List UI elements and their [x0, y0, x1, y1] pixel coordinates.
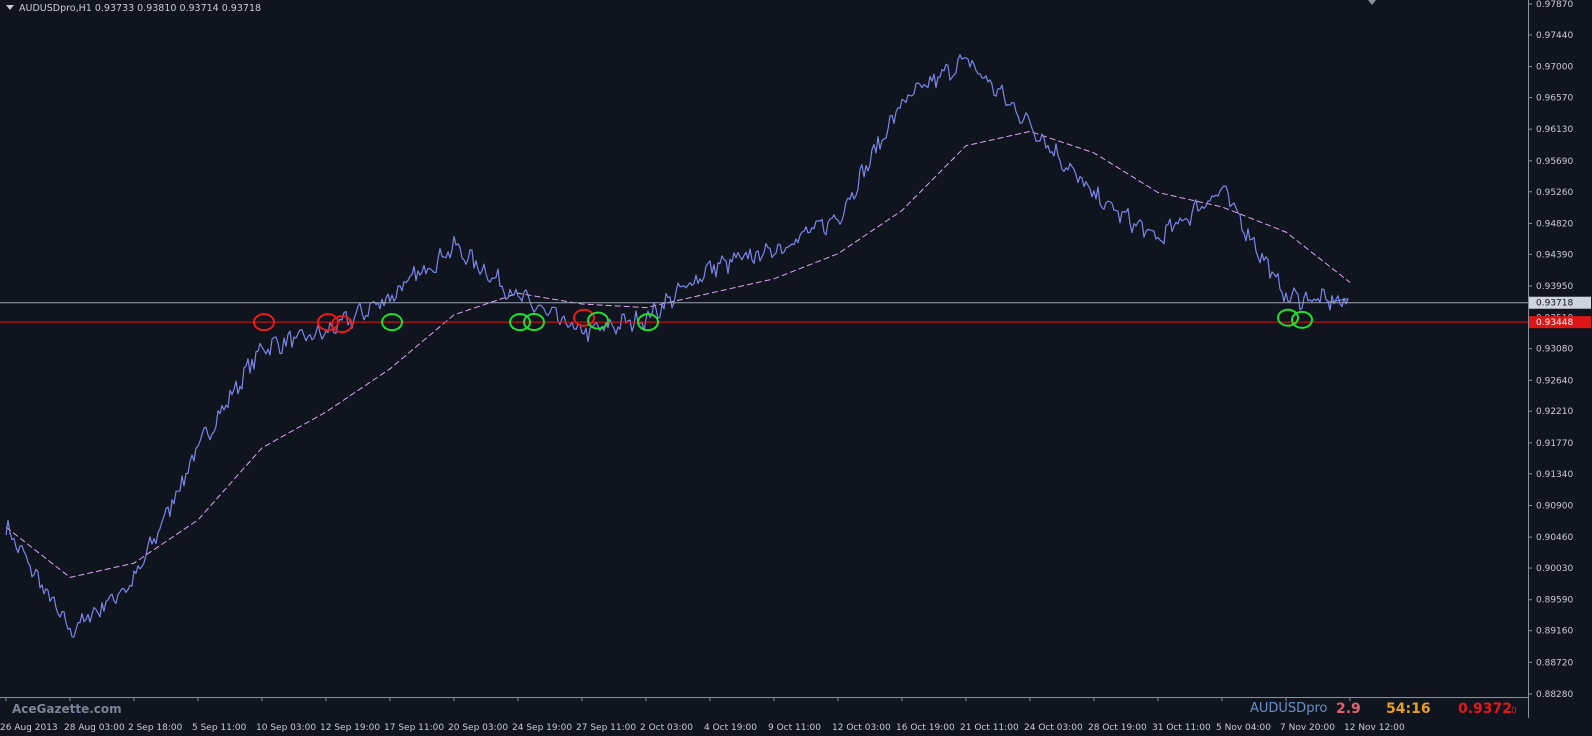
price-tick-label: 0.96130 — [1536, 125, 1573, 135]
shift-marker-icon[interactable] — [1368, 0, 1376, 5]
red-circle-marker — [331, 315, 353, 334]
footer-bid-suffix: 0 — [1511, 706, 1517, 716]
time-axis: 26 Aug 2013 28 Aug 03:00 2 Sep 18:00 5 Sep … — [0, 697, 1405, 733]
current-price-label: 0.93718 — [1536, 299, 1573, 309]
price-tick-label: 0.97440 — [1536, 31, 1573, 41]
time-tick-label: 9 Oct 11:00 — [768, 723, 821, 733]
price-tick-label: 0.91770 — [1536, 439, 1573, 449]
time-tick-label: 16 Oct 19:00 — [896, 723, 955, 733]
time-tick-label: 10 Sep 03:00 — [256, 723, 316, 733]
time-tick-label: 2 Sep 18:00 — [128, 723, 183, 733]
green-circle-marker — [1291, 310, 1313, 329]
price-tick-label: 0.94390 — [1536, 250, 1573, 260]
green-circle-marker — [1277, 308, 1299, 327]
time-tick-label: 12 Nov 12:00 — [1344, 723, 1405, 733]
price-line — [5, 54, 1349, 638]
moving-average-line — [5, 130, 1351, 578]
price-series — [5, 54, 1349, 638]
price-tick-label: 0.92210 — [1536, 407, 1573, 417]
price-tick-label: 0.89590 — [1536, 596, 1573, 606]
green-circle-marker — [523, 313, 545, 332]
time-tick-label: 12 Oct 03:00 — [832, 723, 891, 733]
time-tick-label: 24 Sep 19:00 — [512, 723, 572, 733]
red-circle-marker — [253, 313, 275, 332]
time-tick-label: 26 Aug 2013 — [0, 723, 58, 733]
red-circle-marker — [573, 308, 595, 327]
price-axis: 0.97870 0.97440 0.97000 0.96570 0.96130 0.956… — [1528, 0, 1591, 700]
time-tick-label: 4 Oct 19:00 — [704, 723, 757, 733]
level-price-label: 0.93448 — [1536, 318, 1573, 328]
price-tick-label: 0.92640 — [1536, 376, 1573, 386]
footer-symbol: AUDUSDpro — [1250, 701, 1328, 716]
green-circle-marker — [381, 313, 403, 332]
time-tick-label: 28 Aug 03:00 — [64, 723, 125, 733]
time-tick-label: 17 Sep 11:00 — [384, 723, 444, 733]
price-tick-label: 0.91340 — [1536, 470, 1573, 480]
symbol-header-text: AUDUSDpro,H1 0.93733 0.93810 0.93714 0.9… — [19, 3, 262, 14]
time-tick-label: 7 Nov 20:00 — [1280, 723, 1335, 733]
annotation-circles — [253, 308, 1313, 334]
current-price-badge — [1529, 296, 1591, 309]
dropdown-triangle-icon[interactable] — [6, 5, 14, 10]
price-tick-label: 0.90460 — [1536, 533, 1573, 543]
time-tick-label: 31 Oct 11:00 — [1152, 723, 1211, 733]
chart-frame — [0, 0, 1529, 718]
price-tick-label: 0.89160 — [1536, 627, 1573, 637]
price-tick-label: 0.94820 — [1536, 219, 1573, 229]
moving-average-series — [5, 130, 1351, 578]
time-tick-label: 27 Sep 11:00 — [576, 723, 636, 733]
price-tick-label: 0.88720 — [1536, 658, 1573, 668]
footer-timer: 54:16 — [1386, 701, 1431, 717]
time-tick-label: 5 Nov 04:00 — [1216, 723, 1271, 733]
price-tick-label: 0.97870 — [1536, 0, 1573, 10]
price-tick-label: 0.96570 — [1536, 94, 1573, 104]
time-tick-label: 5 Sep 11:00 — [192, 723, 247, 733]
price-tick-label: 0.95690 — [1536, 157, 1573, 167]
time-tick-label: 24 Oct 03:00 — [1024, 723, 1083, 733]
green-circle-marker — [587, 311, 609, 330]
time-tick-label: 28 Oct 19:00 — [1088, 723, 1147, 733]
price-tick-label: 0.90030 — [1536, 564, 1573, 574]
price-tick-label: 0.93950 — [1536, 282, 1573, 292]
time-tick-label: 21 Oct 11:00 — [960, 723, 1019, 733]
footer-spread: 2.9 — [1336, 701, 1361, 717]
level-price-badge — [1529, 316, 1591, 329]
price-tick-label: 0.93080 — [1536, 345, 1573, 355]
time-tick-label: 12 Sep 19:00 — [320, 723, 380, 733]
price-tick-label: 0.88280 — [1536, 690, 1573, 700]
price-tick-label: 0.90900 — [1536, 501, 1573, 511]
brand-watermark: AceGazette.com — [12, 702, 122, 716]
time-tick-label: 2 Oct 03:00 — [640, 723, 693, 733]
red-circle-marker — [317, 313, 339, 332]
green-circle-marker — [637, 313, 659, 332]
green-circle-marker — [509, 313, 531, 332]
symbol-header: AUDUSDpro,H1 0.93733 0.93810 0.93714 0.9… — [6, 3, 261, 14]
price-tick-label: 0.97000 — [1536, 63, 1573, 73]
price-tick-label: 0.95260 — [1536, 188, 1573, 198]
footer-bid: 0.9372 — [1458, 701, 1513, 717]
time-tick-label: 20 Sep 03:00 — [448, 723, 508, 733]
